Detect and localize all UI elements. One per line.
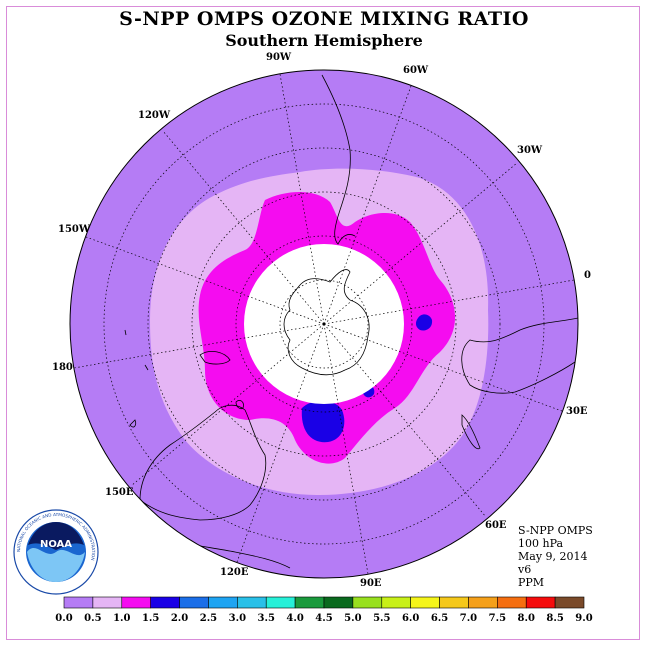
lon-label-150w: 150W (58, 224, 91, 235)
coast-australia (139, 404, 267, 521)
colorbar-label-7: 3.5 (258, 613, 275, 624)
colorbar-swatch-9 (323, 596, 354, 609)
coast-madagascar (461, 414, 481, 450)
colorbar-swatch-11 (381, 596, 411, 609)
colorbar: 0.0 0.5 1.0 1.5 2.0 2.5 3.0 3.5 4.0 4.5 5.0 5.5 6.0 6… (55, 596, 593, 624)
colorbar-label-3: 1.5 (142, 613, 159, 624)
colorbar-label-10: 5.0 (344, 613, 361, 624)
coastlines (124, 74, 578, 569)
lon-label-120e: 120E (220, 567, 249, 578)
colorbar-label-4: 2.0 (171, 613, 188, 624)
colorbar-swatch-14 (468, 596, 498, 609)
colorbar-swatch-1 (92, 596, 123, 609)
colorbar-swatch-8 (294, 596, 325, 609)
colorbar-swatch-6 (237, 596, 267, 609)
colorbar-label-16: 8.0 (518, 613, 535, 624)
lon-label-90e: 90E (360, 578, 382, 589)
coast-islands-a (129, 419, 137, 428)
meridians (73, 73, 575, 575)
colorbar-swatch-12 (410, 596, 440, 609)
colorbar-swatch-17 (554, 596, 585, 609)
colorbar-swatch-7 (265, 596, 296, 609)
product-info: S-NPP OMPS 100 hPa May 9, 2014 v6 PPM (518, 524, 593, 589)
colorbar-label-11: 5.5 (373, 613, 390, 624)
colorbar-swatch-10 (352, 596, 383, 609)
info-units: PPM (518, 576, 545, 589)
coast-islands-b (124, 329, 127, 336)
colorbar-label-15: 7.5 (489, 613, 506, 624)
lon-label-90w: 90W (266, 52, 292, 63)
lon-label-0: 0 (584, 270, 591, 281)
noaa-logo-text: NOAA (40, 539, 72, 550)
colorbar-swatch-13 (439, 596, 469, 609)
map-title: S-NPP OMPS OZONE MIXING RATIO (119, 8, 529, 30)
latitude-circles (103, 103, 545, 545)
south-pole-marker (322, 322, 326, 326)
colorbar-swatch-15 (497, 596, 527, 609)
info-level: 100 hPa (518, 537, 564, 550)
colorbar-label-18: 9.0 (575, 613, 592, 624)
coast-islands-c (144, 364, 149, 371)
figure-frame (6, 6, 640, 640)
info-instrument: S-NPP OMPS (518, 524, 593, 537)
map-border (69, 69, 579, 579)
lon-label-30w: 30W (517, 145, 543, 156)
colorbar-swatch-0 (63, 596, 94, 609)
lon-label-150e: 150E (105, 487, 134, 498)
lon-label-60e: 60E (485, 520, 507, 531)
map-subtitle: Southern Hemisphere (225, 31, 423, 50)
colorbar-label-8: 4.0 (286, 613, 303, 624)
lon-label-30e: 30E (566, 406, 588, 417)
colorbar-swatch-5 (208, 596, 238, 609)
coast-new-zealand (199, 350, 231, 365)
colorbar-swatch-3 (150, 596, 180, 609)
colorbar-label-17: 8.5 (546, 613, 563, 624)
coast-south-america (321, 74, 356, 245)
contour-1p5-b (415, 314, 433, 331)
info-date: May 9, 2014 (518, 550, 588, 563)
contour-1p5-a (301, 400, 345, 443)
colorbar-label-13: 6.5 (431, 613, 448, 624)
coast-africa (461, 317, 578, 394)
lon-label-180: 180 (52, 362, 73, 373)
colorbar-swatch-4 (179, 596, 209, 609)
lon-label-60w: 60W (403, 65, 429, 76)
colorbar-label-2: 1.0 (113, 613, 130, 624)
colorbar-label-14: 7.0 (460, 613, 477, 624)
colorbar-label-1: 0.5 (84, 613, 101, 624)
lon-label-120w: 120W (138, 110, 171, 121)
colorbar-label-9: 4.5 (315, 613, 332, 624)
colorbar-label-6: 3.0 (229, 613, 246, 624)
coast-antarctica (283, 269, 370, 376)
colorbar-swatch-16 (525, 596, 556, 609)
colorbar-label-12: 6.0 (402, 613, 419, 624)
colorbar-swatch-2 (121, 596, 151, 609)
colorbar-label-5: 2.5 (200, 613, 217, 624)
info-version: v6 (518, 563, 532, 576)
coast-tasmania (235, 400, 244, 410)
colorbar-label-0: 0.0 (55, 613, 72, 624)
noaa-logo: NOAA NATIONAL OCEANIC AND ATMOSPHERIC AD… (13, 509, 99, 595)
